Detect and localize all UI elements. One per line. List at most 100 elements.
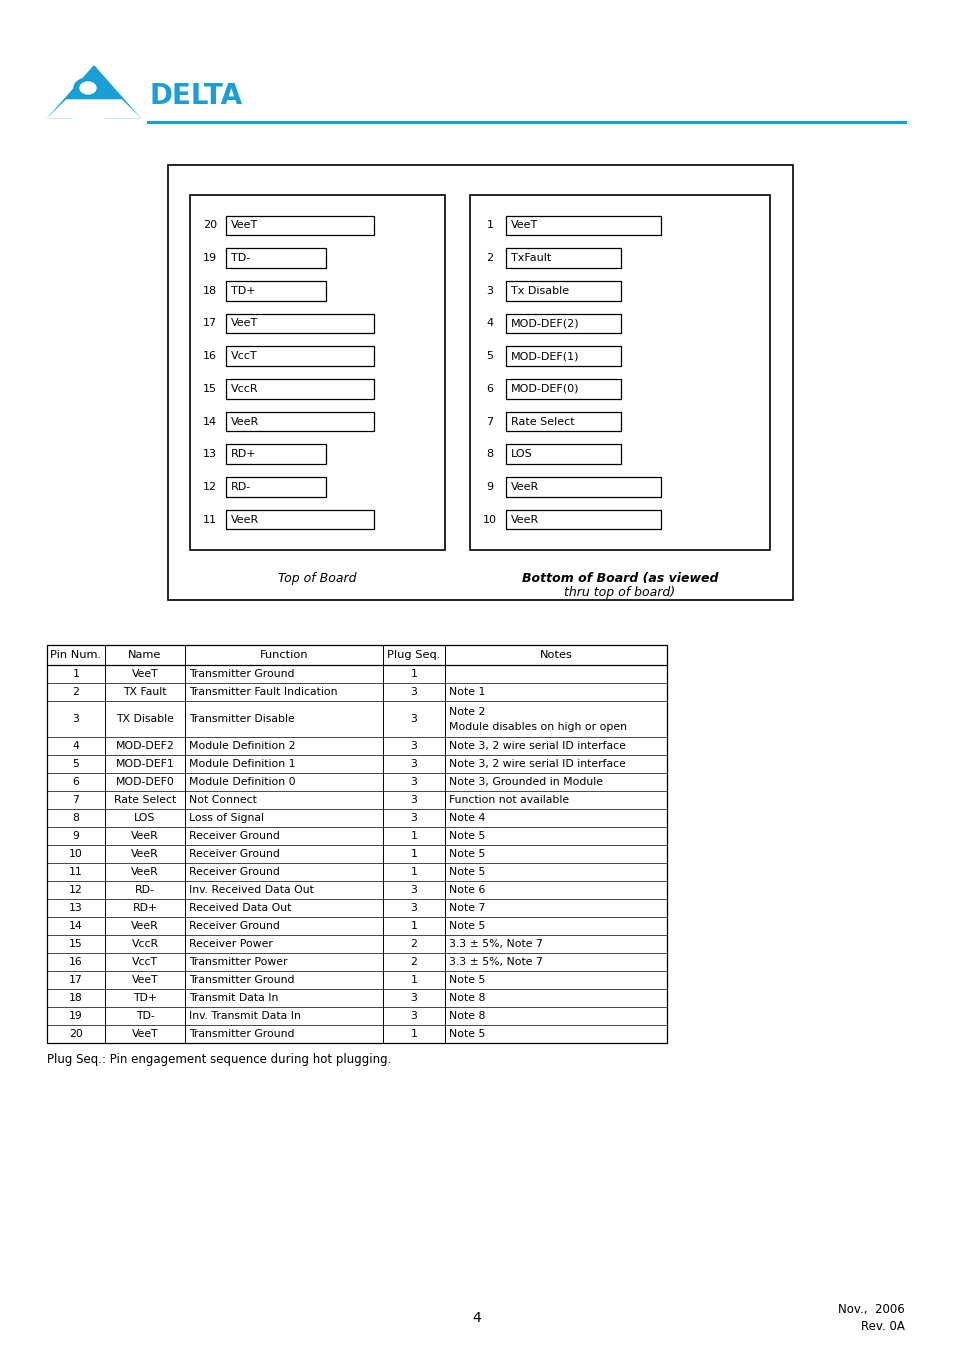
Text: 10: 10 xyxy=(69,849,83,859)
Text: 8: 8 xyxy=(486,450,493,459)
Text: Name: Name xyxy=(128,649,161,660)
Text: 3.3 ± 5%, Note 7: 3.3 ± 5%, Note 7 xyxy=(449,940,542,949)
Text: 1: 1 xyxy=(410,921,417,931)
Text: 18: 18 xyxy=(69,994,83,1003)
Bar xyxy=(168,165,792,599)
Text: 3: 3 xyxy=(410,1011,417,1021)
Bar xyxy=(226,347,374,366)
Text: 10: 10 xyxy=(482,514,497,525)
Text: 3: 3 xyxy=(410,886,417,895)
Text: 7: 7 xyxy=(72,795,79,805)
Bar xyxy=(226,510,374,529)
Text: Note 5: Note 5 xyxy=(449,832,485,841)
Text: Note 3, Grounded in Module: Note 3, Grounded in Module xyxy=(449,778,602,787)
Text: Receiver Ground: Receiver Ground xyxy=(189,849,279,859)
Ellipse shape xyxy=(80,82,96,94)
Text: Inv. Received Data Out: Inv. Received Data Out xyxy=(189,886,314,895)
Text: Function: Function xyxy=(259,649,308,660)
Text: Pin Num.: Pin Num. xyxy=(51,649,101,660)
Text: LOS: LOS xyxy=(134,813,155,823)
Text: 4: 4 xyxy=(472,1311,481,1324)
Text: TD-: TD- xyxy=(135,1011,154,1021)
Text: Nov.,  2006: Nov., 2006 xyxy=(838,1303,904,1315)
Text: Transmit Data In: Transmit Data In xyxy=(189,994,278,1003)
Text: 2: 2 xyxy=(410,940,417,949)
Text: 2: 2 xyxy=(72,687,79,697)
Text: Transmitter Fault Indication: Transmitter Fault Indication xyxy=(189,687,337,697)
Text: VeeR: VeeR xyxy=(131,867,159,878)
Text: 5: 5 xyxy=(486,351,493,362)
Text: Tx Disable: Tx Disable xyxy=(511,286,569,296)
Ellipse shape xyxy=(74,78,102,99)
Text: 6: 6 xyxy=(72,778,79,787)
Text: TxFault: TxFault xyxy=(511,252,551,263)
Text: 4: 4 xyxy=(72,741,79,751)
Text: VeeT: VeeT xyxy=(231,319,258,328)
Text: 16: 16 xyxy=(203,351,216,362)
Bar xyxy=(505,248,620,267)
Polygon shape xyxy=(48,100,140,117)
Text: MOD-DEF1: MOD-DEF1 xyxy=(115,759,174,769)
Text: 3: 3 xyxy=(410,778,417,787)
Text: Rate Select: Rate Select xyxy=(113,795,176,805)
Bar xyxy=(505,379,620,398)
Text: Note 5: Note 5 xyxy=(449,867,485,878)
Text: TD+: TD+ xyxy=(231,286,255,296)
Bar xyxy=(505,347,620,366)
Text: 3: 3 xyxy=(410,759,417,769)
Text: 13: 13 xyxy=(203,450,216,459)
Text: 20: 20 xyxy=(69,1029,83,1040)
Text: VeeR: VeeR xyxy=(511,514,538,525)
Text: Plug Seq.: Plug Seq. xyxy=(387,649,440,660)
Text: Transmitter Ground: Transmitter Ground xyxy=(189,1029,294,1040)
Text: 12: 12 xyxy=(69,886,83,895)
Text: Module Definition 1: Module Definition 1 xyxy=(189,759,295,769)
Text: 1: 1 xyxy=(410,832,417,841)
Text: Module Definition 0: Module Definition 0 xyxy=(189,778,295,787)
Text: 19: 19 xyxy=(69,1011,83,1021)
Text: VccT: VccT xyxy=(132,957,158,967)
Bar xyxy=(226,379,374,398)
Bar xyxy=(226,412,374,432)
Text: 14: 14 xyxy=(203,417,217,427)
Bar xyxy=(505,510,660,529)
Text: 3: 3 xyxy=(410,714,417,724)
Text: VeeR: VeeR xyxy=(131,849,159,859)
Text: 18: 18 xyxy=(203,286,217,296)
Text: Note 3, 2 wire serial ID interface: Note 3, 2 wire serial ID interface xyxy=(449,741,625,751)
Text: VeeT: VeeT xyxy=(132,975,158,985)
Text: VeeR: VeeR xyxy=(231,417,259,427)
Text: thru top of board): thru top of board) xyxy=(564,586,675,599)
Text: Note 5: Note 5 xyxy=(449,921,485,931)
Text: VeeT: VeeT xyxy=(511,220,537,231)
Bar xyxy=(226,248,326,267)
Text: 3: 3 xyxy=(410,813,417,823)
Bar xyxy=(505,216,660,235)
Text: 3: 3 xyxy=(410,903,417,913)
Text: Transmitter Power: Transmitter Power xyxy=(189,957,287,967)
Text: Module Definition 2: Module Definition 2 xyxy=(189,741,295,751)
Text: Rate Select: Rate Select xyxy=(511,417,574,427)
Text: Rev. 0A: Rev. 0A xyxy=(861,1320,904,1334)
Text: Note 5: Note 5 xyxy=(449,849,485,859)
Text: RD+: RD+ xyxy=(231,450,256,459)
Text: 5: 5 xyxy=(72,759,79,769)
Text: MOD-DEF0: MOD-DEF0 xyxy=(115,778,174,787)
Text: 2: 2 xyxy=(486,252,493,263)
Bar xyxy=(190,194,444,549)
Text: 9: 9 xyxy=(486,482,493,491)
Text: 17: 17 xyxy=(203,319,217,328)
Bar xyxy=(226,281,326,301)
Text: 6: 6 xyxy=(486,383,493,394)
Text: VeeT: VeeT xyxy=(132,670,158,679)
Text: Receiver Ground: Receiver Ground xyxy=(189,867,279,878)
Text: 4: 4 xyxy=(486,319,493,328)
Text: TD-: TD- xyxy=(231,252,250,263)
Text: 1: 1 xyxy=(72,670,79,679)
Text: MOD-DEF(1): MOD-DEF(1) xyxy=(511,351,578,362)
Text: 1: 1 xyxy=(410,975,417,985)
Text: RD-: RD- xyxy=(231,482,251,491)
Text: Note 1: Note 1 xyxy=(449,687,485,697)
Text: 9: 9 xyxy=(72,832,79,841)
Text: 3: 3 xyxy=(410,795,417,805)
